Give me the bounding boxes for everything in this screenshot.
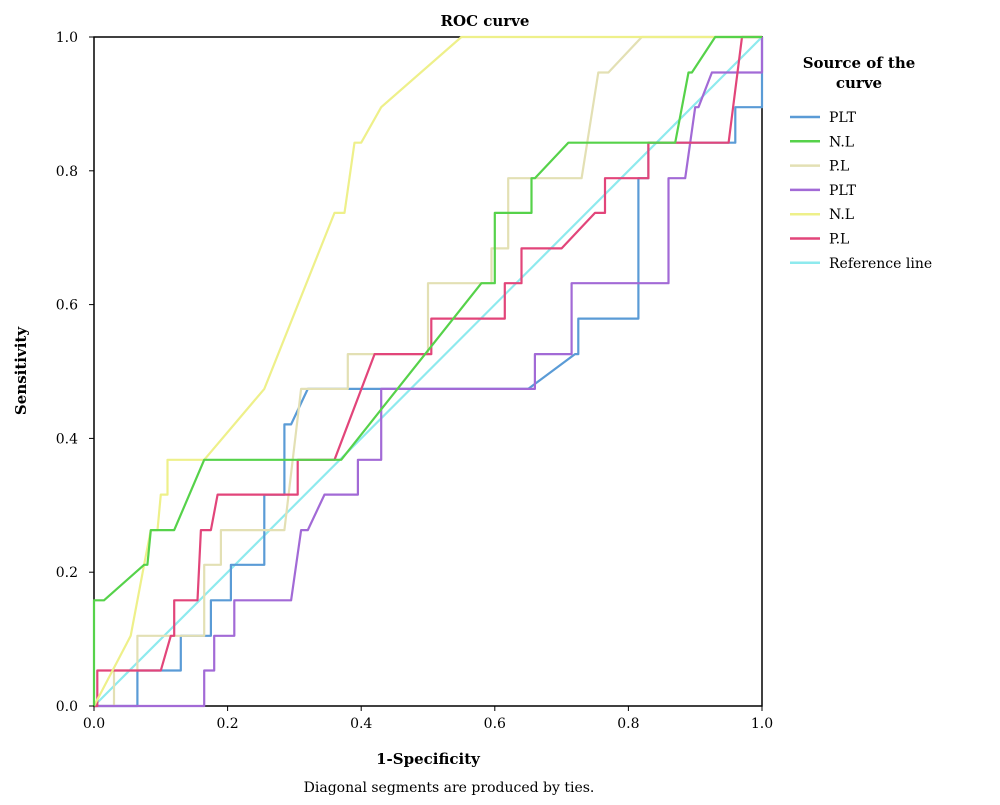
x-tick-label: 0.0 (83, 716, 105, 732)
y-axis-ticks: 0.0 0.2 0.4 0.6 0.8 1.0 (56, 30, 94, 715)
x-axis-label: 1-Specificity (376, 750, 481, 768)
series-lines (92, 35, 764, 708)
series-line-7-reference-line (93, 36, 763, 707)
legend-label: PLT (829, 183, 857, 199)
legend-label: N.L (829, 207, 854, 223)
y-tick-label: 0.8 (56, 164, 78, 180)
x-tick-label: 0.8 (617, 716, 639, 732)
series-line-4-plt (94, 37, 764, 708)
x-tick-label: 0.6 (484, 716, 506, 732)
y-tick-label: 0.6 (56, 298, 78, 314)
chart-title: ROC curve (441, 12, 530, 30)
x-tick-label: 0.2 (216, 716, 238, 732)
legend-label: P.L (829, 232, 849, 248)
y-axis-label: Sensitivity (12, 326, 30, 415)
legend-label: PLT (829, 110, 857, 126)
plot-frame (93, 36, 763, 707)
series-line-3-p-l (94, 35, 762, 708)
legend-items: PLT N.L P.L PLT N.L P.L Reference line (790, 110, 932, 272)
x-tick-label: 0.4 (350, 716, 372, 732)
series-line-2-n-l (92, 35, 762, 706)
plot-area: 0.0 0.2 0.4 0.6 0.8 1.0 0.0 0.2 0.4 0.6 0.8 1.0 (56, 30, 773, 732)
legend-label: P.L (829, 159, 849, 175)
y-tick-label: 1.0 (56, 30, 78, 46)
y-tick-label: 0.4 (56, 431, 78, 447)
legend-label: N.L (829, 134, 854, 150)
x-tick-label: 1.0 (751, 716, 773, 732)
legend-title-line-2: curve (836, 74, 882, 92)
y-tick-label: 0.2 (56, 565, 78, 581)
series-line-6-p-l (94, 35, 762, 708)
legend-label: Reference line (829, 256, 932, 272)
footnote: Diagonal segments are produced by ties. (304, 780, 595, 796)
x-axis-ticks: 0.0 0.2 0.4 0.6 0.8 1.0 (83, 706, 773, 732)
y-tick-label: 0.0 (56, 699, 78, 715)
legend: Source of the curve PLT N.L P.L PLT N.L P.L Re… (790, 54, 932, 272)
legend-title-line-1: Source of the (803, 54, 916, 72)
